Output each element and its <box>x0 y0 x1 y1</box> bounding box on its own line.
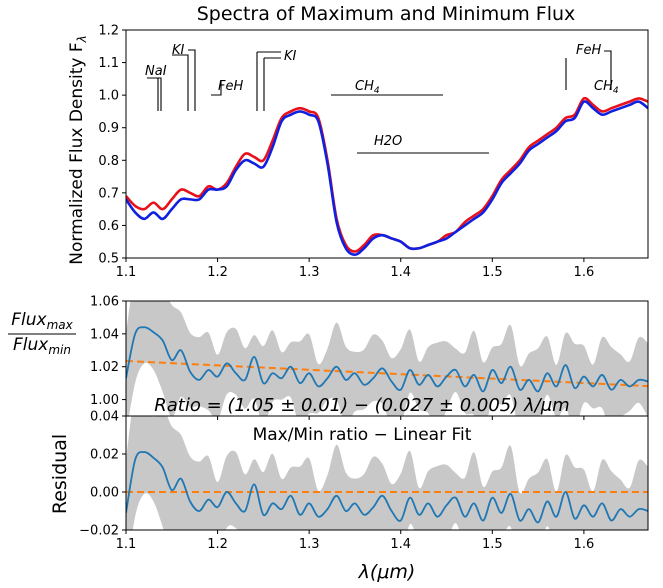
feature-annotations: NaI KI FeH KI CH4 H2O FeH CH4 <box>145 43 619 154</box>
y-tick-label: 1.06 <box>90 295 119 310</box>
y-tick-label: 1.1 <box>98 56 119 71</box>
top-panel-ticks: 0.5 0.6 0.7 0.8 0.9 1.0 1.1 1.2 1.1 1.2 1.3 1.4 1.5 1… <box>98 24 594 281</box>
y-tick-label: 0.5 <box>98 252 119 267</box>
bottom-panel-frame <box>125 415 649 531</box>
x-tick-label: 1.2 <box>207 265 228 280</box>
linear-fit-line <box>126 359 648 388</box>
x-tick-label: 1.1 <box>116 265 137 280</box>
x-tick-label: 1.3 <box>299 537 320 552</box>
x-tick-label: 1.2 <box>207 537 228 552</box>
fit-equation: Ratio = (1.05 ± 0.01) − (0.027 ± 0.005) … <box>154 395 569 416</box>
annotation-bracket <box>147 77 162 111</box>
series-line-min <box>126 100 648 257</box>
ratio-label-numerator: Fluxmax <box>11 310 73 332</box>
x-tick-label: 1.5 <box>482 537 503 552</box>
bottom-panel-ticks: −0.02 0.00 0.02 0.04 1.1 1.2 1.3 1.4 1.5 1.6 <box>79 410 594 553</box>
annotation-bracket <box>256 51 281 111</box>
ratio-label-num-sub: max <box>47 318 74 332</box>
plot-area <box>126 96 648 257</box>
y-tick-label: 1.0 <box>98 89 119 104</box>
annotation-bracket <box>172 49 196 111</box>
residual-panel-title: Max/Min ratio − Linear Fit <box>253 425 472 445</box>
plot-area <box>126 416 648 530</box>
annotation-label: CH4 <box>355 79 380 96</box>
y-tick-label: 0.6 <box>98 219 119 234</box>
annotation-label: NaI <box>145 64 167 79</box>
series-line-residual <box>126 451 648 524</box>
ratio-y-label: Fluxmax Fluxmin <box>8 310 76 357</box>
ratio-label-denominator: Fluxmin <box>13 335 71 357</box>
x-tick-label: 1.4 <box>390 265 411 280</box>
chart-title: Spectra of Maximum and Minimum Flux <box>197 3 576 25</box>
y-tick-label: 1.04 <box>90 327 119 342</box>
middle-panel-ticks: 1.00 1.02 1.04 1.06 <box>90 295 585 420</box>
x-tick-label: 1.5 <box>482 265 503 280</box>
y-tick-label: −0.02 <box>79 524 119 539</box>
x-tick-label: 1.6 <box>574 537 595 552</box>
residual-y-label: Residual <box>49 434 71 514</box>
annotation-bracket <box>604 50 612 90</box>
y-tick-label: 0.9 <box>98 121 119 136</box>
y-tick-label: 1.2 <box>98 24 119 39</box>
annotation-label: FeH <box>218 79 243 94</box>
top-panel-frame <box>125 29 649 259</box>
y-tick-label: 0.00 <box>90 486 119 501</box>
y-axis-label-top: Normalized Flux Density Fλ <box>67 35 89 264</box>
y-tick-label: 1.00 <box>90 393 119 408</box>
ratio-label-den-text: Flux <box>13 335 49 355</box>
top-panel-plot: NaI KI FeH KI CH4 H2O FeH CH4 <box>126 43 648 257</box>
y-tick-label: 0.8 <box>98 154 119 169</box>
x-tick-label: 1.1 <box>116 537 137 552</box>
annotation-label: CH4 <box>594 79 619 96</box>
annotation-bracket <box>211 81 222 96</box>
y-tick-label: 0.02 <box>90 448 119 463</box>
y-axis-label-subscript: λ <box>75 35 89 43</box>
annotation-label: FeH <box>576 43 601 58</box>
annotation-label: KI <box>172 43 185 58</box>
y-tick-label: 0.04 <box>90 410 119 425</box>
series-line-ratio <box>126 326 648 393</box>
ratio-label-num-text: Flux <box>11 310 47 330</box>
ratio-label-den-sub: min <box>48 343 71 357</box>
bottom-panel-plot <box>126 416 648 530</box>
x-axis-label: λ(μm) <box>358 561 416 583</box>
x-tick-label: 1.6 <box>574 265 595 280</box>
x-tick-label: 1.4 <box>390 537 411 552</box>
middle-panel-plot <box>126 301 648 416</box>
y-tick-label: 0.7 <box>98 186 119 201</box>
plot-area <box>126 301 648 416</box>
uncertainty-band <box>126 416 648 530</box>
annotation-label: KI <box>284 49 297 64</box>
x-tick-label: 1.3 <box>299 265 320 280</box>
y-axis-label-text: Normalized Flux Density F <box>67 42 87 264</box>
annotation-label: H2O <box>374 134 402 149</box>
y-tick-label: 1.02 <box>90 360 119 375</box>
